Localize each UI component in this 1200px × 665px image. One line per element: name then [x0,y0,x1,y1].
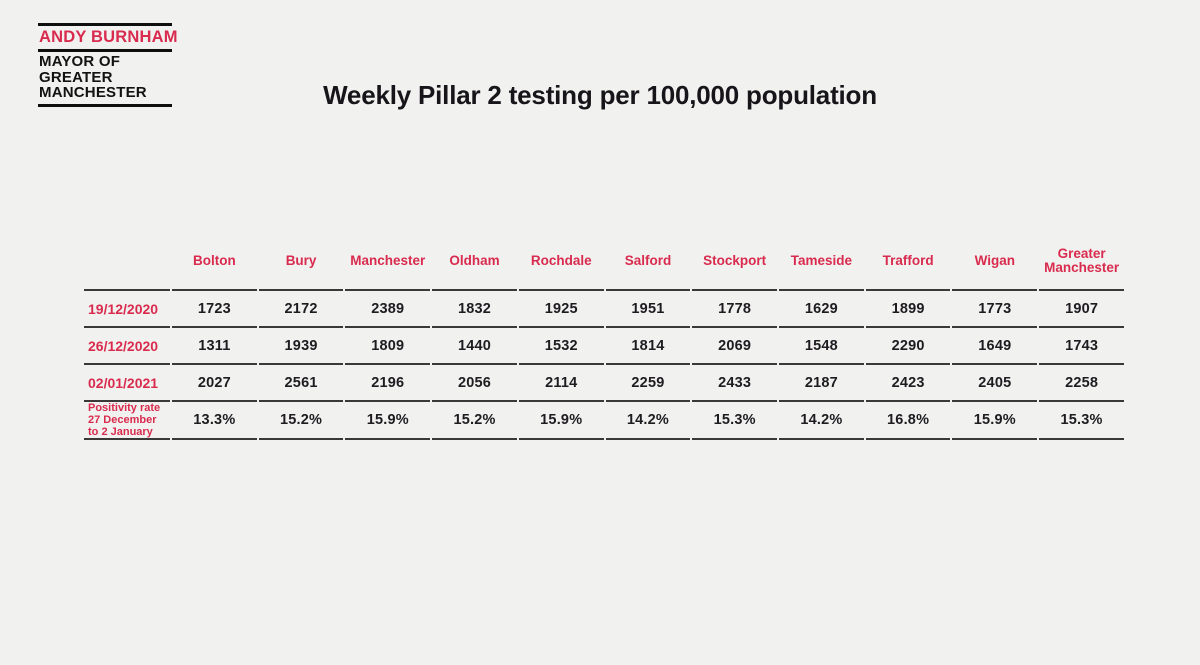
corner-cell [84,233,170,289]
data-table-wrap: Bolton Bury Manchester Oldham Rochdale Salfor… [82,233,1126,440]
table-cell: 15.2% [258,400,344,440]
column-header-rochdale: Rochdale [530,252,592,268]
table-cell: 2259 [605,363,691,400]
column-header-tameside: Tameside [790,252,853,268]
table-cell: 2423 [865,363,951,400]
table-cell: 1814 [605,326,691,363]
table-row: 26/12/2020 1311 1939 1809 1440 1532 1814 2069 15… [84,326,1124,363]
table-cell: 16.8% [865,400,951,440]
table-cell: 1939 [258,326,344,363]
column-header-bury: Bury [285,252,317,268]
column-header-oldham: Oldham [449,252,500,268]
table-cell: 2114 [518,363,604,400]
table-cell: 1907 [1039,289,1124,326]
logo-title-line: MAYOR OF [39,53,121,70]
table-cell: 1548 [779,326,864,363]
table-cell: 1778 [692,289,778,326]
table-row: 02/01/2021 2027 2561 2196 2056 2114 2259 2433 21… [84,363,1124,400]
table-cell: 2290 [865,326,951,363]
row-label: 26/12/2020 [84,326,170,363]
table-cell: 2056 [432,363,517,400]
row-label: 02/01/2021 [84,363,170,400]
table-cell: 2561 [258,363,344,400]
logo-name: ANDY BURNHAM [39,28,178,46]
table-cell: 15.2% [432,400,517,440]
table-cell: 13.3% [172,400,257,440]
column-header-trafford: Trafford [882,252,934,268]
column-header-bolton: Bolton [192,252,236,268]
table-cell: 1899 [865,289,951,326]
table-cell: 15.3% [692,400,778,440]
table-cell: 1773 [952,289,1038,326]
table-cell: 1723 [172,289,257,326]
table-cell: 1629 [779,289,864,326]
logo-title-line: MANCHESTER [39,84,147,101]
table-cell: 1311 [172,326,257,363]
column-header-salford: Salford [624,252,672,268]
table-row: Positivity rate 27 December to 2 January 13… [84,400,1124,440]
table-cell: 1440 [432,326,517,363]
column-header-wigan: Wigan [974,252,1016,268]
table-cell: 2172 [258,289,344,326]
table-cell: 2196 [345,363,431,400]
logo-title: MAYOR OF GREATER MANCHESTER [38,52,172,104]
logo-rule-top [38,23,172,26]
table-cell: 2433 [692,363,778,400]
column-header-manchester: Manchester [350,252,426,268]
data-table: Bolton Bury Manchester Oldham Rochdale Salfor… [82,233,1126,440]
row-label: 19/12/2020 [84,289,170,326]
table-cell: 2258 [1039,363,1124,400]
table-cell: 1925 [518,289,604,326]
logo-rule-middle [38,49,172,52]
table-cell: 2405 [952,363,1038,400]
logo-rule-bottom [38,103,172,107]
column-header-greater-manchester: Greater Manchester [1044,245,1120,275]
table-cell: 2389 [345,289,431,326]
table-cell: 15.9% [952,400,1038,440]
table-cell: 2187 [779,363,864,400]
table-cell: 1809 [345,326,431,363]
table-cell: 1649 [952,326,1038,363]
row-label: Positivity rate 27 December to 2 January [84,400,170,440]
table-cell: 1743 [1039,326,1124,363]
table-cell: 2027 [172,363,257,400]
page-title: Weekly Pillar 2 testing per 100,000 popu… [323,80,877,110]
table-cell: 1832 [432,289,517,326]
table-cell: 2069 [692,326,778,363]
table-cell: 15.9% [345,400,431,440]
column-header-stockport: Stockport [703,252,767,268]
table-cell: 15.3% [1039,400,1124,440]
table-cell: 15.9% [518,400,604,440]
table-cell: 1951 [605,289,691,326]
table-cell: 1532 [518,326,604,363]
table-cell: 14.2% [779,400,864,440]
gm-mayor-logo: ANDY BURNHAM MAYOR OF GREATER MANCHESTER [38,23,178,107]
table-cell: 14.2% [605,400,691,440]
logo-title-line: GREATER [39,68,113,86]
table-row: 19/12/2020 1723 2172 2389 1832 1925 1951 1778 16… [84,289,1124,326]
table-header-row: Bolton Bury Manchester Oldham Rochdale Salfor… [84,233,1124,289]
